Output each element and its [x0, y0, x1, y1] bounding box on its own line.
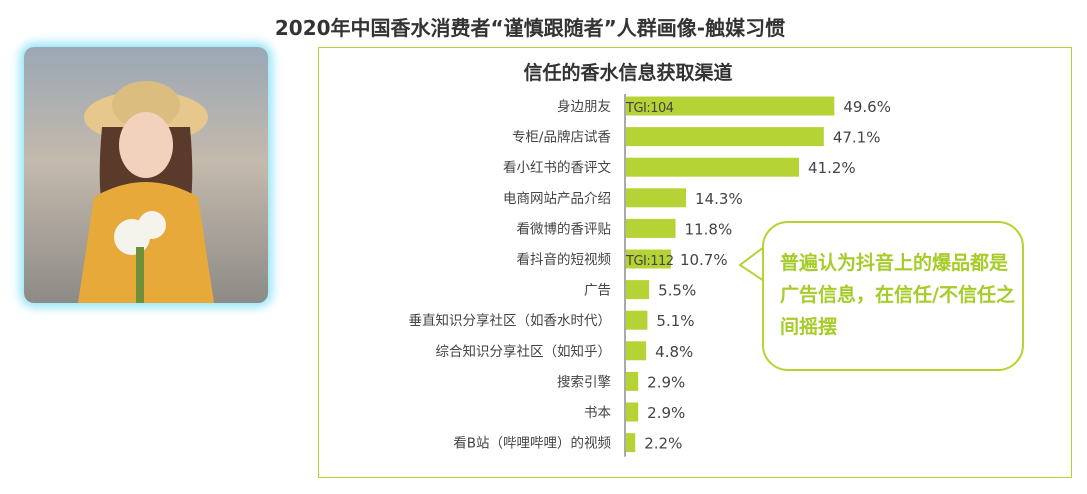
category-label: 看B站（哔哩哔哩）的视频 — [453, 436, 611, 452]
value-label: 2.2% — [644, 435, 682, 453]
callout-text: 普遍认为抖音上的爆品都是广告信息，在信任/不信任之间摇摆 — [780, 252, 1015, 338]
value-label: 10.7% — [680, 251, 728, 269]
category-label: 电商网站产品介绍 — [503, 191, 611, 207]
value-label: 5.5% — [658, 282, 696, 300]
category-label: 看小红书的香评文 — [503, 160, 611, 176]
chart-frame — [318, 47, 1072, 478]
value-label: 11.8% — [685, 220, 733, 238]
value-label: 47.1% — [833, 129, 881, 147]
value-label: 49.6% — [843, 98, 891, 116]
value-label: 14.3% — [695, 190, 743, 208]
woman-photo — [24, 47, 268, 303]
category-label: 书本 — [584, 405, 612, 421]
category-label: 看微博的香评贴 — [517, 220, 612, 237]
category-label: 广告 — [584, 283, 611, 299]
bar — [626, 127, 824, 147]
category-label: 搜索引擎 — [557, 374, 611, 390]
bar — [626, 218, 676, 238]
category-label: 身边朋友 — [557, 99, 611, 115]
category-label: 专柜/品牌店试香 — [512, 129, 612, 146]
bar — [626, 249, 671, 269]
woman-illustration — [78, 81, 214, 303]
bar — [626, 341, 647, 361]
category-label: 垂直知识分享社区（如香水时代） — [409, 312, 612, 329]
bar — [626, 402, 639, 422]
callout-tail — [738, 246, 765, 282]
page-title: 2020年中国香水消费者“谨慎跟随者”人群画像-触媒习惯 — [274, 16, 786, 40]
value-label: 2.9% — [647, 404, 685, 422]
bar — [626, 96, 835, 116]
bar — [626, 371, 639, 391]
value-label: 2.9% — [647, 373, 685, 391]
value-label: 41.2% — [808, 159, 856, 177]
bar — [626, 310, 648, 330]
bar — [626, 280, 650, 300]
tgi-label: TGI:112 — [625, 254, 674, 269]
chart-title: 信任的香水信息获取渠道 — [523, 62, 733, 84]
value-label: 5.1% — [656, 312, 694, 330]
bar — [626, 157, 800, 177]
bar — [626, 433, 636, 453]
tgi-label: TGI:104 — [625, 101, 674, 116]
callout-bubble: 普遍认为抖音上的爆品都是广告信息，在信任/不信任之间摇摆 — [762, 221, 1024, 371]
category-label: 看抖音的短视频 — [517, 251, 612, 268]
value-label: 4.8% — [655, 343, 693, 361]
bar — [626, 188, 687, 208]
category-label: 综合知识分享社区（如知乎） — [436, 343, 612, 360]
